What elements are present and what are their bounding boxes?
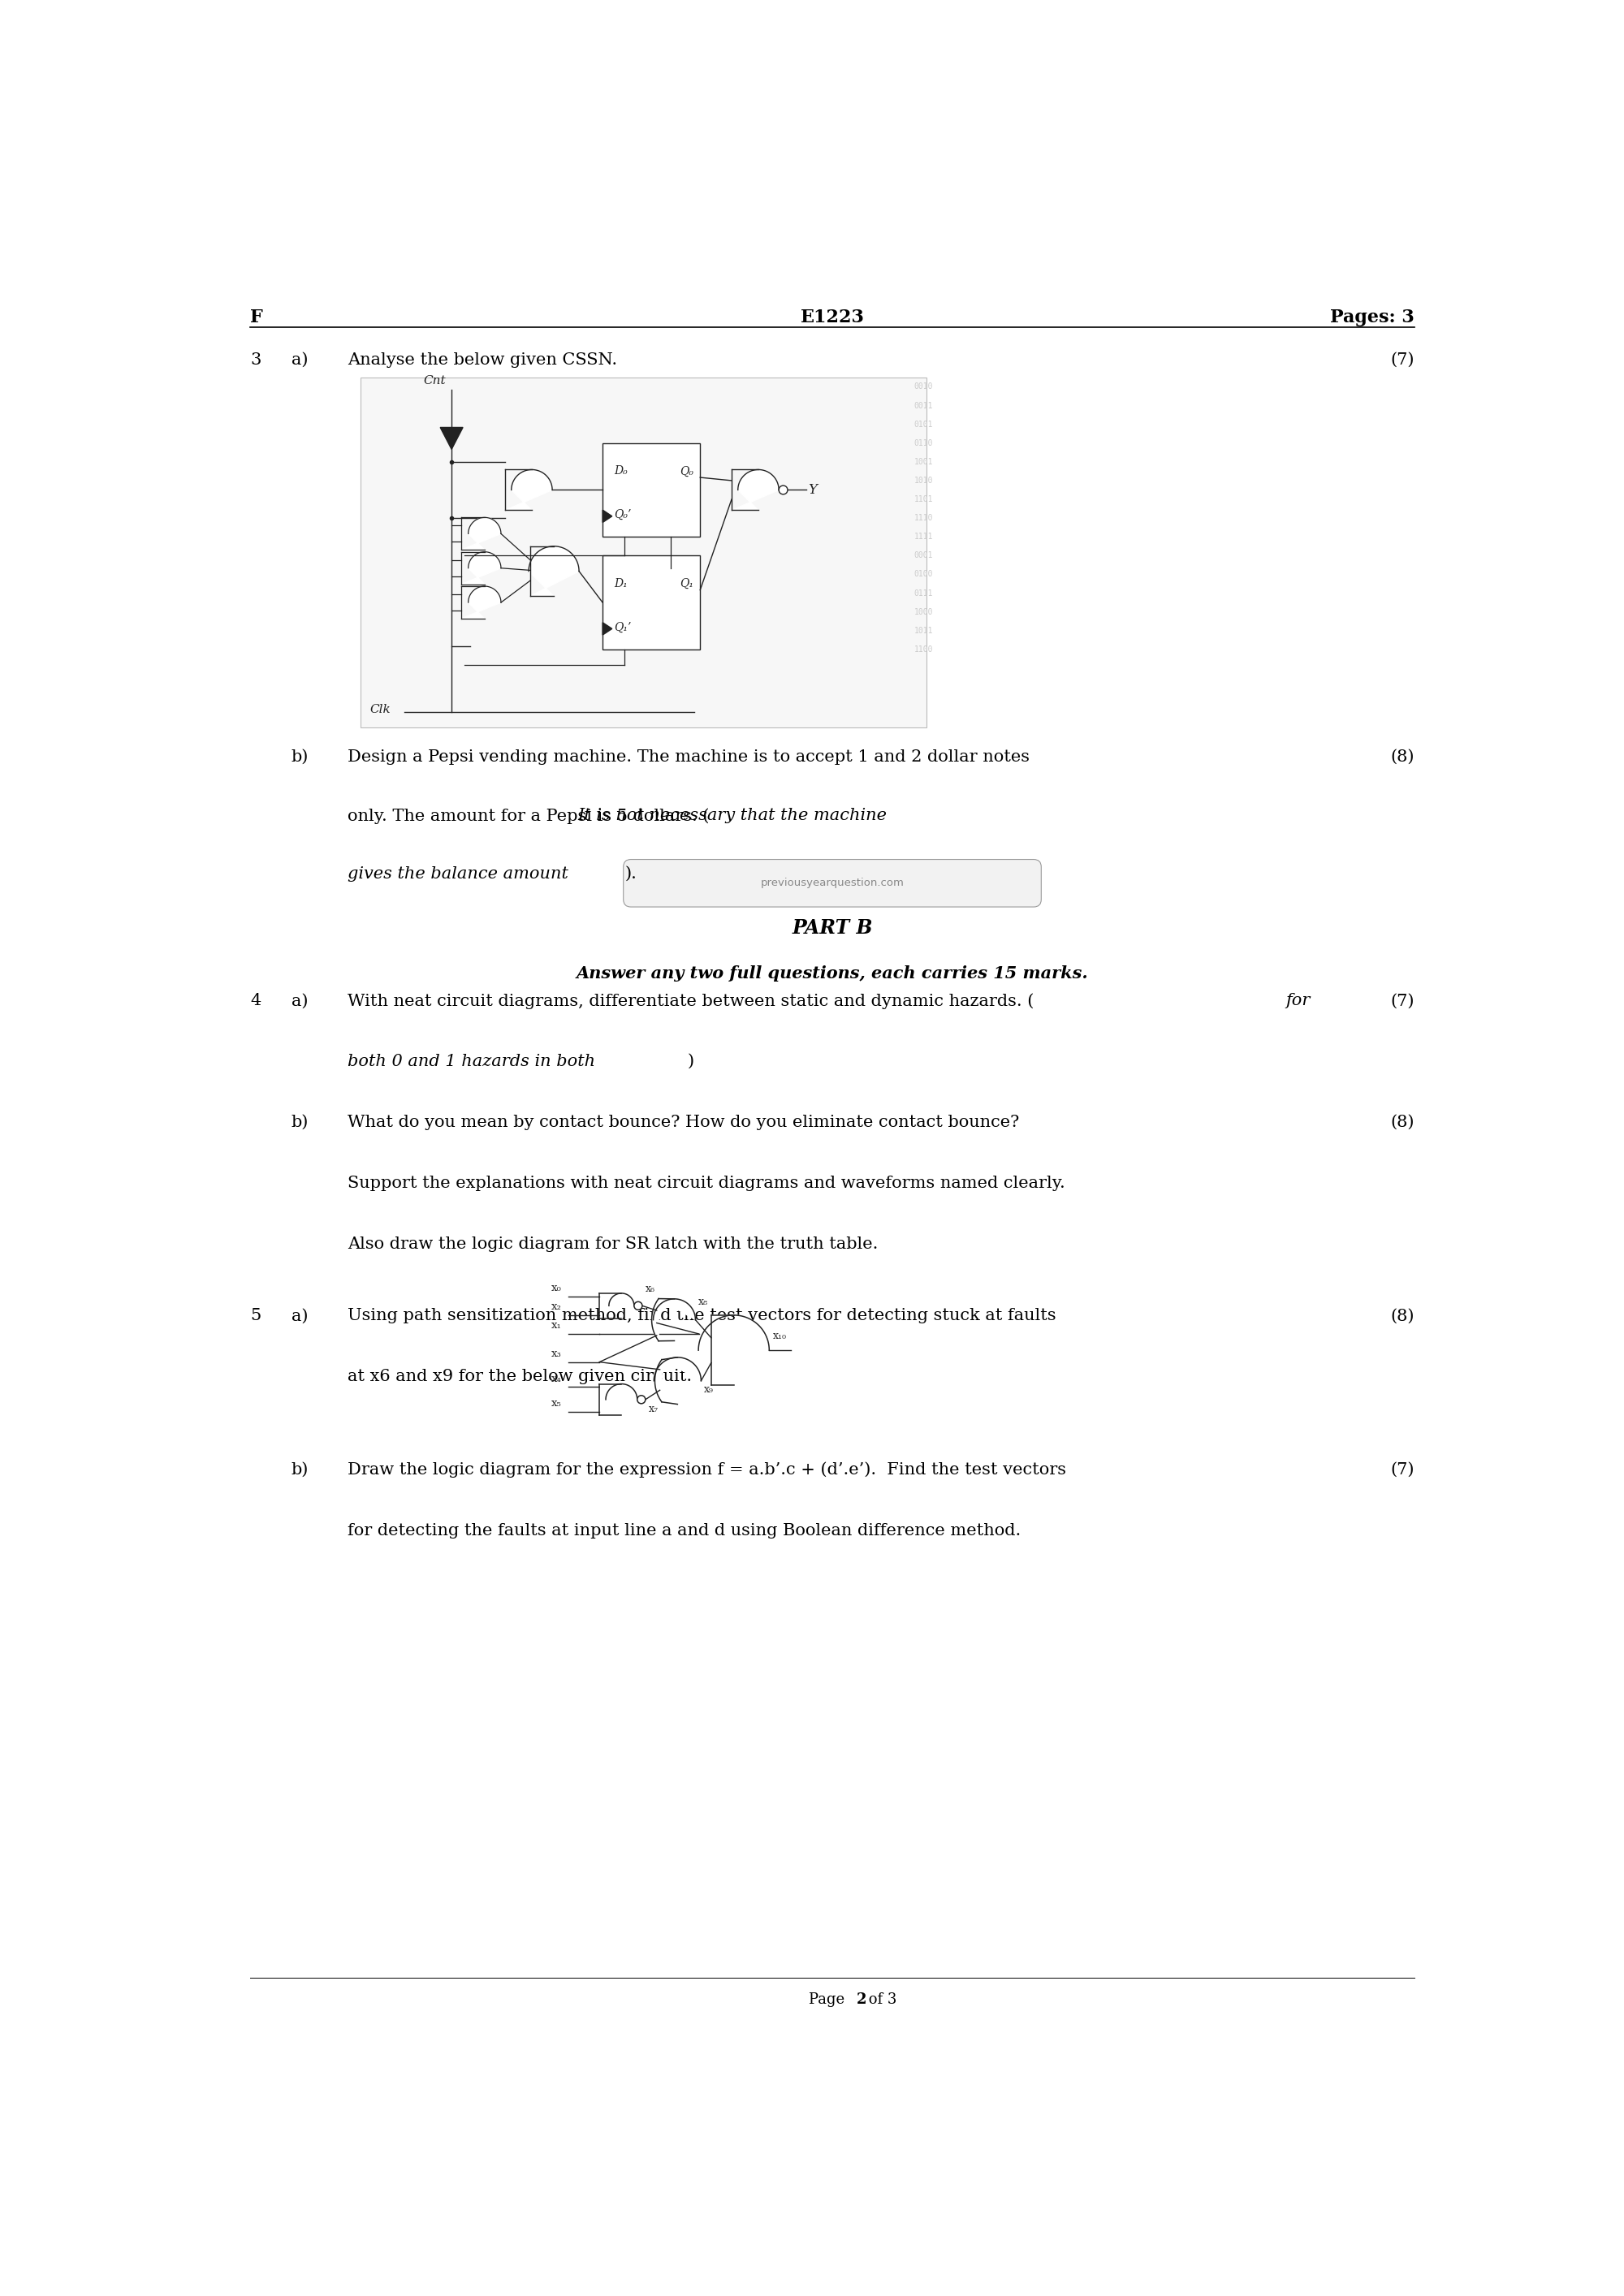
Polygon shape xyxy=(461,551,500,585)
Circle shape xyxy=(780,484,788,494)
Text: x₁: x₁ xyxy=(552,1320,562,1332)
Text: 0001: 0001 xyxy=(914,551,934,560)
Text: Y: Y xyxy=(807,482,817,496)
Text: D₁: D₁ xyxy=(614,579,627,590)
Text: of 3: of 3 xyxy=(864,1993,896,2007)
Text: ).: ). xyxy=(625,866,637,882)
Text: a): a) xyxy=(291,1309,309,1325)
Text: a): a) xyxy=(291,351,309,367)
Text: both 0 and 1 hazards in both: both 0 and 1 hazards in both xyxy=(348,1054,596,1070)
Polygon shape xyxy=(461,517,500,551)
Polygon shape xyxy=(505,471,552,510)
Polygon shape xyxy=(654,1357,702,1403)
Text: 1100: 1100 xyxy=(914,645,934,654)
Polygon shape xyxy=(599,1384,637,1401)
Text: 0011: 0011 xyxy=(914,402,934,409)
Text: at x6 and x9 for the below given circuit.: at x6 and x9 for the below given circuit… xyxy=(348,1368,692,1384)
Text: 1111: 1111 xyxy=(914,533,934,542)
Text: x₂: x₂ xyxy=(551,1302,562,1311)
Text: x₅: x₅ xyxy=(552,1398,562,1410)
Text: 1110: 1110 xyxy=(914,514,934,521)
Text: What do you mean by contact bounce? How do you eliminate contact bounce?: What do you mean by contact bounce? How … xyxy=(348,1116,1020,1130)
Text: x₇: x₇ xyxy=(648,1403,658,1414)
Text: 1101: 1101 xyxy=(914,496,934,503)
Text: (7): (7) xyxy=(1390,351,1415,367)
Text: Clk: Clk xyxy=(370,703,391,714)
Text: previousyearquestion.com: previousyearquestion.com xyxy=(760,877,905,889)
Text: 5: 5 xyxy=(250,1309,261,1325)
Text: Q₀: Q₀ xyxy=(680,466,693,478)
Text: Draw the logic diagram for the expression f = a.b’.c + (d’.e’).  Find the test v: Draw the logic diagram for the expressio… xyxy=(348,1463,1067,1479)
Text: Also draw the logic diagram for SR latch with the truth table.: Also draw the logic diagram for SR latch… xyxy=(348,1235,879,1251)
Text: b): b) xyxy=(291,1463,309,1479)
Text: x₉: x₉ xyxy=(703,1384,713,1394)
Text: Cnt: Cnt xyxy=(424,377,445,386)
Text: 0010: 0010 xyxy=(914,383,934,390)
Polygon shape xyxy=(461,585,500,618)
Text: for detecting the faults at input line a and d using Boolean difference method.: for detecting the faults at input line a… xyxy=(348,1522,1021,1538)
Text: 0101: 0101 xyxy=(914,420,934,429)
Text: E1223: E1223 xyxy=(801,308,864,326)
Text: D₀: D₀ xyxy=(614,466,627,478)
Text: b): b) xyxy=(291,1116,309,1130)
Text: for: for xyxy=(1286,994,1311,1008)
Text: 0111: 0111 xyxy=(914,590,934,597)
Text: Page: Page xyxy=(809,1993,849,2007)
Polygon shape xyxy=(731,471,780,510)
Text: (7): (7) xyxy=(1390,994,1415,1008)
Text: (8): (8) xyxy=(1390,1309,1415,1325)
Text: Q₁: Q₁ xyxy=(680,579,693,590)
Text: x₀: x₀ xyxy=(551,1283,562,1293)
Text: Answer any two full questions, each carries 15 marks.: Answer any two full questions, each carr… xyxy=(577,964,1088,980)
Text: x₈: x₈ xyxy=(698,1297,708,1306)
Bar xyxy=(603,556,700,650)
Text: (8): (8) xyxy=(1390,1116,1415,1130)
Text: Using path sensitization method, find the test vectors for detecting stuck at fa: Using path sensitization method, find th… xyxy=(348,1309,1056,1325)
Text: 3: 3 xyxy=(250,351,261,367)
Text: It is not necessary that the machine: It is not necessary that the machine xyxy=(578,808,887,824)
Polygon shape xyxy=(440,427,463,450)
Text: Design a Pepsi vending machine. The machine is to accept 1 and 2 dollar notes: Design a Pepsi vending machine. The mach… xyxy=(348,748,1030,765)
Text: x₆: x₆ xyxy=(645,1283,654,1295)
Text: (7): (7) xyxy=(1390,1463,1415,1479)
Bar xyxy=(603,443,700,537)
Text: PART B: PART B xyxy=(793,918,872,937)
Text: a): a) xyxy=(291,994,309,1008)
Text: 0110: 0110 xyxy=(914,439,934,448)
Text: ): ) xyxy=(687,1054,693,1070)
Polygon shape xyxy=(529,546,580,597)
Text: Q₁’: Q₁’ xyxy=(614,622,632,634)
Text: x₃: x₃ xyxy=(552,1348,562,1359)
Text: 1011: 1011 xyxy=(914,627,934,634)
Polygon shape xyxy=(651,1300,695,1341)
Polygon shape xyxy=(603,510,612,523)
Text: Q₀’: Q₀’ xyxy=(614,510,632,521)
Text: With neat circuit diagrams, differentiate between static and dynamic hazards. (: With neat circuit diagrams, differentiat… xyxy=(348,994,1034,1010)
Text: x₁₀: x₁₀ xyxy=(773,1329,786,1341)
Text: only. The amount for a Pepsi is 5 dollars. (: only. The amount for a Pepsi is 5 dollar… xyxy=(348,808,710,824)
Text: 1010: 1010 xyxy=(914,478,934,484)
Circle shape xyxy=(633,1302,641,1309)
Text: b): b) xyxy=(291,748,309,765)
FancyBboxPatch shape xyxy=(361,377,927,728)
Text: gives the balance amount: gives the balance amount xyxy=(348,866,568,882)
Polygon shape xyxy=(603,622,612,636)
Text: 1001: 1001 xyxy=(914,457,934,466)
Text: 1000: 1000 xyxy=(914,608,934,615)
Circle shape xyxy=(637,1396,645,1403)
Text: Analyse the below given CSSN.: Analyse the below given CSSN. xyxy=(348,351,617,367)
Text: Support the explanations with neat circuit diagrams and waveforms named clearly.: Support the explanations with neat circu… xyxy=(348,1176,1065,1192)
Text: F: F xyxy=(250,308,263,326)
Text: 0100: 0100 xyxy=(914,569,934,579)
Polygon shape xyxy=(599,1293,633,1306)
Text: x₄: x₄ xyxy=(552,1373,562,1384)
Text: 2: 2 xyxy=(856,1993,866,2007)
Polygon shape xyxy=(698,1316,770,1350)
Text: Pages: 3: Pages: 3 xyxy=(1330,308,1415,326)
Text: (8): (8) xyxy=(1390,748,1415,765)
Text: 4: 4 xyxy=(250,994,261,1008)
FancyBboxPatch shape xyxy=(624,859,1041,907)
